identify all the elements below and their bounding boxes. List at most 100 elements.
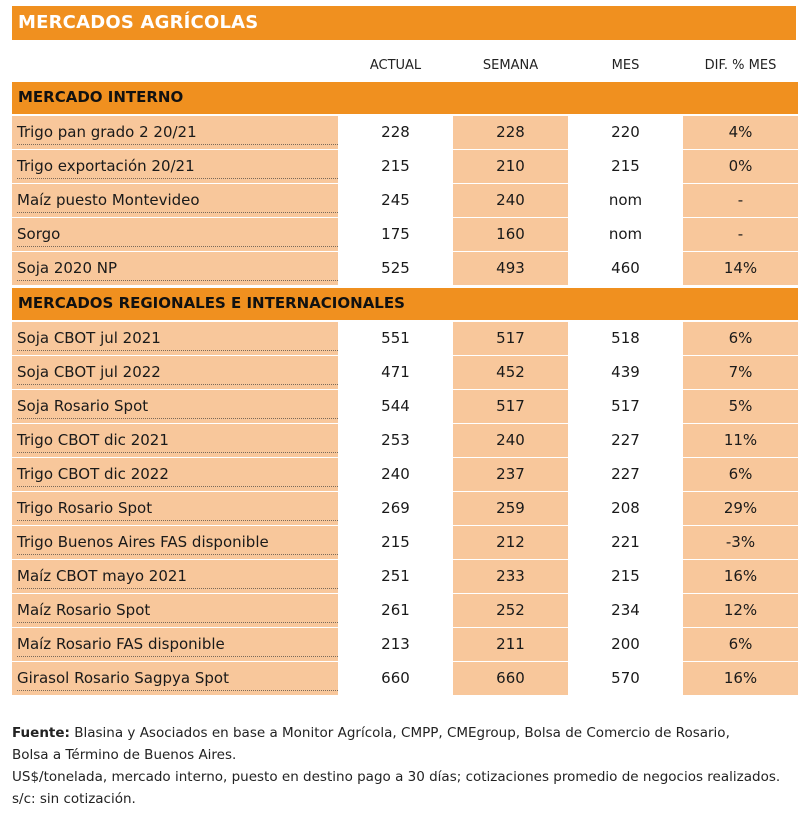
cell-dif: 4% <box>683 116 798 149</box>
row-name-cell: Soja Rosario Spot <box>12 390 338 423</box>
table-row: Girasol Rosario Sagpya Spot 660 660 570 16% <box>12 662 798 695</box>
title-bar: MERCADOS AGRÍCOLAS <box>12 6 796 40</box>
cell-semana: 252 <box>453 594 568 627</box>
row-name: Soja 2020 NP <box>17 259 118 277</box>
row-name: Soja Rosario Spot <box>17 397 149 415</box>
cell-actual: 213 <box>338 628 453 661</box>
cell-semana: 233 <box>453 560 568 593</box>
row-name-cell: Girasol Rosario Sagpya Spot <box>12 662 338 695</box>
cell-actual: 261 <box>338 594 453 627</box>
cell-dif: 7% <box>683 356 798 389</box>
cell-mes: 460 <box>568 252 683 285</box>
section-title: MERCADOS REGIONALES E INTERNACIONALES <box>18 294 405 312</box>
footer-source-text: Blasina y Asociados en base a Monitor Ag… <box>69 725 730 741</box>
cell-mes: 227 <box>568 458 683 491</box>
page-title: MERCADOS AGRÍCOLAS <box>18 12 259 33</box>
cell-mes: 518 <box>568 322 683 355</box>
dotted-leader <box>17 280 338 281</box>
table-row: Trigo CBOT dic 2022 240 237 227 6% <box>12 458 798 491</box>
cell-mes: nom <box>568 218 683 251</box>
cell-semana: 210 <box>453 150 568 183</box>
cell-dif: - <box>683 218 798 251</box>
cell-semana: 240 <box>453 424 568 457</box>
cell-mes: 220 <box>568 116 683 149</box>
dotted-leader <box>17 486 338 487</box>
row-name: Girasol Rosario Sagpya Spot <box>17 669 229 687</box>
table-row: Soja CBOT jul 2022 471 452 439 7% <box>12 356 798 389</box>
cell-dif: 0% <box>683 150 798 183</box>
row-name: Trigo Rosario Spot <box>17 499 153 517</box>
cell-dif: 6% <box>683 322 798 355</box>
section-header: MERCADOS REGIONALES E INTERNACIONALES <box>12 288 798 320</box>
cell-dif: 12% <box>683 594 798 627</box>
row-name: Sorgo <box>17 225 61 243</box>
row-name: Soja CBOT jul 2022 <box>17 363 161 381</box>
cell-dif: -3% <box>683 526 798 559</box>
table-row: Maíz CBOT mayo 2021 251 233 215 16% <box>12 560 798 593</box>
footer-note-units: US$/tonelada, mercado interno, puesto en… <box>12 769 781 785</box>
cell-actual: 253 <box>338 424 453 457</box>
row-name: Maíz puesto Montevideo <box>17 191 200 209</box>
dotted-leader <box>17 554 338 555</box>
row-name-cell: Trigo Rosario Spot <box>12 492 338 525</box>
dotted-leader <box>17 656 338 657</box>
cell-semana: 228 <box>453 116 568 149</box>
dotted-leader <box>17 690 338 691</box>
cell-semana: 240 <box>453 184 568 217</box>
dotted-leader <box>17 212 338 213</box>
cell-mes: 200 <box>568 628 683 661</box>
row-name-cell: Maíz CBOT mayo 2021 <box>12 560 338 593</box>
row-name: Trigo CBOT dic 2022 <box>17 465 169 483</box>
cell-actual: 551 <box>338 322 453 355</box>
dotted-leader <box>17 622 338 623</box>
row-name: Trigo CBOT dic 2021 <box>17 431 169 449</box>
cell-dif: 6% <box>683 458 798 491</box>
row-name-cell: Sorgo <box>12 218 338 251</box>
dotted-leader <box>17 588 338 589</box>
row-name: Maíz Rosario Spot <box>17 601 151 619</box>
row-name-cell: Trigo CBOT dic 2022 <box>12 458 338 491</box>
cell-actual: 269 <box>338 492 453 525</box>
cell-dif: 16% <box>683 560 798 593</box>
column-header-mes: MES <box>611 58 640 73</box>
cell-mes: nom <box>568 184 683 217</box>
cell-semana: 660 <box>453 662 568 695</box>
table-row: Trigo CBOT dic 2021 253 240 227 11% <box>12 424 798 457</box>
dotted-leader <box>17 384 338 385</box>
row-name: Trigo pan grado 2 20/21 <box>17 123 197 141</box>
dotted-leader <box>17 350 338 351</box>
row-name: Maíz Rosario FAS disponible <box>17 635 225 653</box>
column-header-dif: DIF. % MES <box>704 58 777 73</box>
table-row: Sorgo 175 160 nom - <box>12 218 798 251</box>
footer-source-label: Fuente: <box>12 725 70 741</box>
footer: Fuente: Blasina y Asociados en base a Mo… <box>12 722 796 810</box>
cell-mes: 570 <box>568 662 683 695</box>
cell-actual: 525 <box>338 252 453 285</box>
row-name-cell: Trigo pan grado 2 20/21 <box>12 116 338 149</box>
cell-semana: 259 <box>453 492 568 525</box>
table-row: Maíz Rosario FAS disponible 213 211 200 6% <box>12 628 798 661</box>
cell-dif: 29% <box>683 492 798 525</box>
footer-source-line-2: Bolsa a Término de Buenos Aires. <box>12 747 237 763</box>
dotted-leader <box>17 178 338 179</box>
table-row: Soja 2020 NP 525 493 460 14% <box>12 252 798 285</box>
cell-actual: 245 <box>338 184 453 217</box>
cell-dif: 6% <box>683 628 798 661</box>
dotted-leader <box>17 144 338 145</box>
table-row: Soja CBOT jul 2021 551 517 518 6% <box>12 322 798 355</box>
cell-dif: 16% <box>683 662 798 695</box>
row-name: Trigo exportación 20/21 <box>17 157 195 175</box>
table-row: Maíz puesto Montevideo 245 240 nom - <box>12 184 798 217</box>
cell-actual: 240 <box>338 458 453 491</box>
cell-semana: 493 <box>453 252 568 285</box>
row-name-cell: Trigo exportación 20/21 <box>12 150 338 183</box>
cell-semana: 211 <box>453 628 568 661</box>
cell-semana: 160 <box>453 218 568 251</box>
column-header-semana: SEMANA <box>482 58 539 73</box>
row-name-cell: Soja CBOT jul 2022 <box>12 356 338 389</box>
row-name-cell: Soja 2020 NP <box>12 252 338 285</box>
table-row: Trigo pan grado 2 20/21 228 228 220 4% <box>12 116 798 149</box>
section-title: MERCADO INTERNO <box>18 88 184 106</box>
cell-mes: 234 <box>568 594 683 627</box>
